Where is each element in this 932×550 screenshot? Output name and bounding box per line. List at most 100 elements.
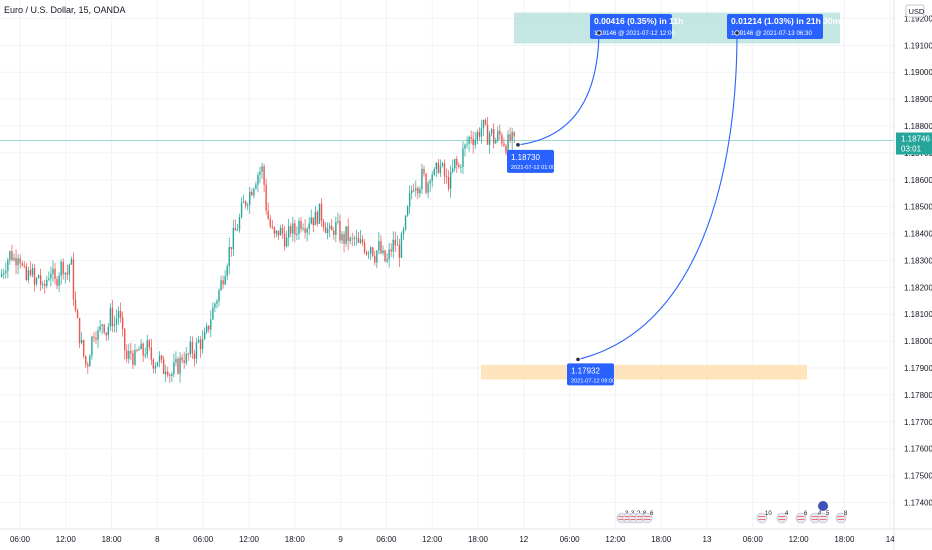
candle-body: [199, 339, 202, 350]
candle-body: [347, 226, 349, 241]
candle-body: [193, 353, 196, 359]
current-point-label[interactable]: 1.18730 2021-07-12 01:00: [507, 149, 555, 173]
candle-body: [121, 317, 124, 329]
candle-body: [169, 375, 171, 376]
candle-body: [462, 148, 464, 167]
candle-body: [355, 237, 358, 239]
candle-body: [449, 171, 452, 189]
candle-body: [273, 227, 276, 234]
callout-1[interactable]: 0.00416 (0.35%) in 11h 1.19146 @ 2021-07…: [590, 14, 683, 39]
candle-body: [429, 180, 431, 184]
candle-body: [337, 220, 339, 223]
currency-badge[interactable]: USD: [905, 4, 925, 18]
event-count: 4: [785, 511, 789, 517]
candle-body: [304, 228, 306, 233]
price-tick-label: 1.17700: [904, 418, 932, 427]
event-marker-group[interactable]: [818, 501, 828, 511]
candle-body: [11, 251, 13, 260]
candle-body: [93, 336, 95, 339]
event-count: 8: [844, 511, 848, 517]
candle-body: [62, 261, 64, 275]
time-axis[interactable]: 06:00 12:00 18:00 8 06:00 12:00 18:00 9 06:00 12:…: [10, 535, 895, 544]
price-tick-label: 1.17600: [904, 445, 932, 454]
candle-body: [148, 340, 150, 348]
candle-body: [152, 359, 155, 369]
candle-body: [33, 268, 36, 285]
candle-body: [23, 265, 25, 267]
us-flag-icon: [835, 512, 847, 524]
event-marker[interactable]: 10: [756, 511, 772, 524]
candle-body: [353, 238, 355, 240]
candle-body: [44, 284, 46, 286]
last-price-badge[interactable]: 1.18746 03:01: [896, 132, 932, 155]
candle-body: [359, 239, 362, 243]
candle-body: [126, 350, 128, 359]
candle-body: [308, 223, 310, 230]
candle-body: [113, 324, 116, 326]
entry-zone[interactable]: [481, 364, 807, 380]
projection-arc-2: [577, 32, 738, 360]
candle-body: [242, 201, 245, 203]
candle-body: [259, 171, 261, 175]
candle-body: [76, 310, 79, 318]
candle-body: [224, 276, 226, 285]
candle-body: [144, 354, 146, 356]
price-tick-label: 1.18000: [904, 337, 932, 346]
candle-body: [357, 237, 360, 243]
current-point-anchor[interactable]: [515, 142, 521, 148]
candle-body: [302, 228, 304, 230]
callout-2-anchor[interactable]: [734, 30, 740, 36]
price-tick-label: 1.18200: [904, 283, 932, 292]
price-axis[interactable]: 1.19200 1.19100 1.19000 1.18900 1.18800 1.187…: [904, 14, 932, 507]
candle-body: [175, 358, 177, 363]
economic-events[interactable]: 332861046458: [616, 501, 848, 524]
candle-body: [119, 311, 122, 318]
candle-body: [74, 299, 77, 311]
candle-body: [443, 163, 446, 177]
candle-body: [349, 238, 351, 241]
candle-body: [343, 234, 345, 244]
event-marker[interactable]: 8: [835, 511, 848, 524]
candle-body: [52, 268, 54, 274]
callout-2[interactable]: 0.01214 (1.03%) in 21h 30m 1.19146 @ 202…: [727, 14, 841, 39]
candle-body: [388, 249, 390, 260]
price-tick-label: 1.18600: [904, 176, 932, 185]
candle-body: [509, 134, 511, 141]
event-marker[interactable]: 6: [795, 511, 808, 524]
candle-body: [80, 340, 83, 344]
candle-body: [447, 177, 450, 189]
event-marker[interactable]: 6: [641, 511, 654, 524]
time-tick-label: 9: [338, 535, 343, 544]
candle-body: [31, 268, 34, 275]
current-point-datetime: 2021-07-12 01:00: [511, 165, 555, 171]
entry-point-label[interactable]: 1.17932 2021-07-12 09:00: [567, 363, 615, 386]
candle-body: [398, 244, 401, 258]
candle-body: [511, 132, 513, 141]
candle-body: [466, 143, 468, 145]
candle-body: [298, 220, 300, 234]
candle-body: [283, 233, 286, 247]
entry-point-anchor[interactable]: [575, 356, 581, 363]
candle-body: [490, 129, 493, 134]
candle-body: [244, 201, 247, 206]
candle-body: [58, 275, 60, 286]
callout-2-detail: 1.19146 @ 2021-07-13 06:30: [731, 30, 812, 37]
callout-1-headline: 0.00416 (0.35%) in 11h: [594, 16, 683, 26]
candle-body: [177, 358, 179, 374]
candle-body: [285, 237, 288, 247]
candle-body: [372, 247, 374, 256]
candle-body: [103, 324, 105, 333]
candle-body: [253, 188, 255, 196]
candle-body: [326, 228, 329, 233]
candle-body: [318, 203, 321, 224]
event-marker[interactable]: 4: [776, 511, 789, 524]
event-marker[interactable]: 5: [817, 511, 830, 524]
candle-body: [136, 350, 138, 351]
price-tick-label: 1.19100: [904, 41, 932, 50]
callout-1-anchor[interactable]: [596, 30, 602, 36]
candle-body: [156, 362, 159, 367]
candle-body: [474, 140, 476, 145]
candle-body: [435, 162, 437, 170]
last-price-countdown: 03:01: [901, 145, 922, 154]
